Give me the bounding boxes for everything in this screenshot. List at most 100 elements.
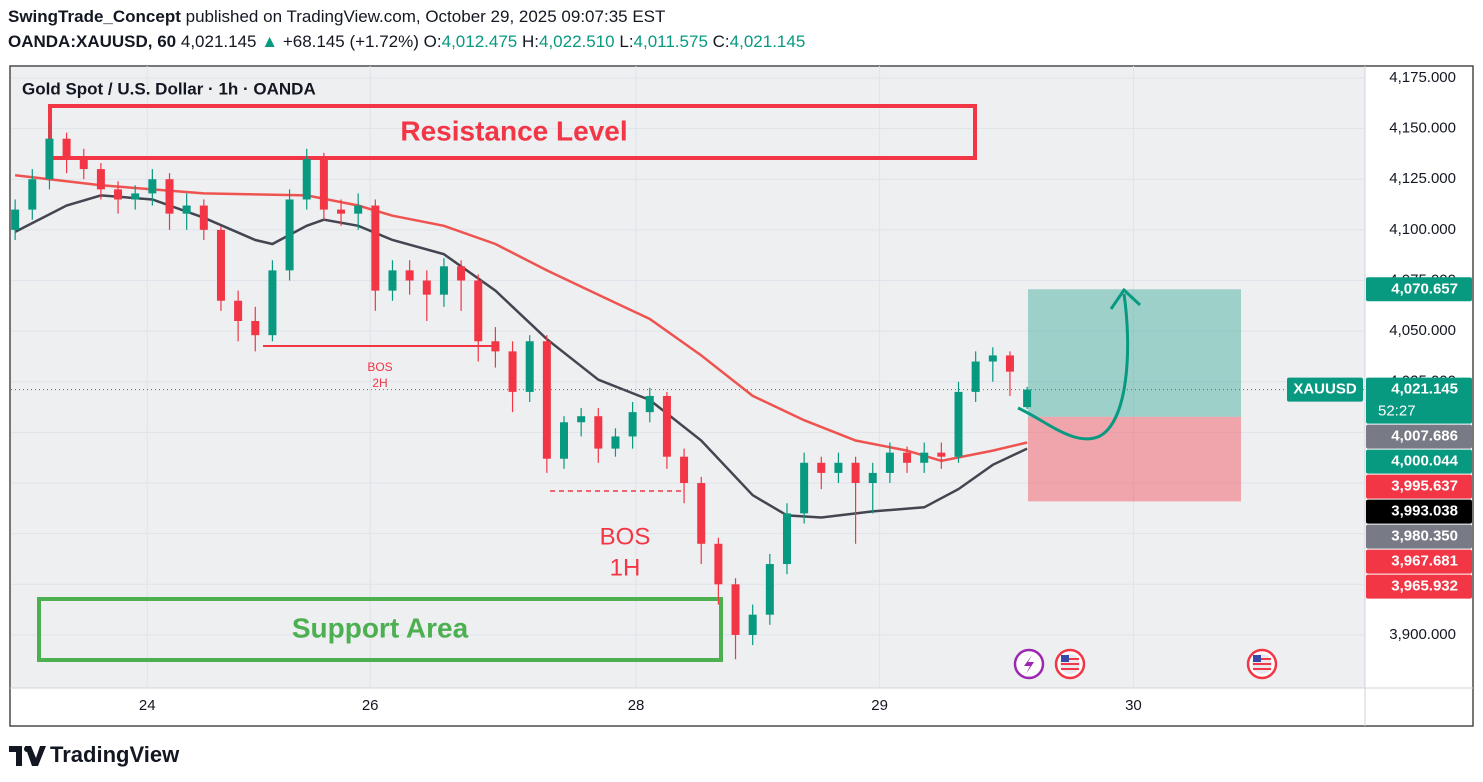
candle-body bbox=[542, 341, 551, 459]
candle-body bbox=[988, 355, 997, 362]
bos-2h-label: BOS bbox=[367, 360, 392, 374]
candle-body bbox=[234, 300, 243, 321]
price-label-box bbox=[1366, 499, 1472, 524]
price-label-box bbox=[1366, 424, 1472, 449]
price-label-box bbox=[1366, 377, 1472, 424]
last: 4,021.145 bbox=[181, 32, 257, 51]
candle-body bbox=[354, 205, 363, 214]
candle-body bbox=[439, 266, 448, 295]
candle-body bbox=[371, 205, 380, 291]
candle-body bbox=[491, 341, 500, 352]
symbol-line: OANDA:XAUUSD, 60 4,021.145 ▲ +68.145 (+1… bbox=[8, 32, 805, 51]
candle-body bbox=[560, 422, 569, 459]
candle-body bbox=[268, 270, 277, 336]
candle-body bbox=[131, 193, 140, 200]
brand: TradingView bbox=[9, 742, 180, 767]
candle-body bbox=[1023, 389, 1032, 408]
chart-title: Gold Spot / U.S. Dollar · 1h · OANDA bbox=[22, 79, 316, 98]
candle-body bbox=[422, 280, 431, 295]
candle-body bbox=[302, 158, 311, 200]
price-timer: 52:27 bbox=[1378, 403, 1416, 420]
y-tick-label: 4,175.000 bbox=[1389, 69, 1456, 86]
price-label-box bbox=[1366, 449, 1472, 474]
candle-body bbox=[594, 416, 603, 449]
h-label: H: bbox=[522, 32, 539, 51]
arrow-head bbox=[1109, 287, 1142, 310]
price-label: 3,967.681 bbox=[1391, 553, 1458, 570]
candle-body bbox=[11, 209, 20, 230]
symbol-label: XAUUSD bbox=[1293, 381, 1357, 398]
overlay bbox=[1013, 287, 1278, 680]
candle-body bbox=[79, 158, 88, 170]
author: SwingTrade_Concept bbox=[8, 7, 181, 26]
support-label: Support Area bbox=[292, 612, 469, 643]
resistance-label: Resistance Level bbox=[400, 115, 627, 146]
candle-body bbox=[216, 229, 225, 301]
candle-body bbox=[714, 543, 723, 585]
y-tick-label: 4,050.000 bbox=[1389, 322, 1456, 339]
candle-body bbox=[285, 199, 294, 271]
price-label: 4,000.044 bbox=[1391, 453, 1458, 470]
price-label-box bbox=[1366, 549, 1472, 574]
brand-name: TradingView bbox=[50, 742, 180, 767]
candle-body bbox=[680, 456, 689, 484]
candle-body bbox=[114, 189, 123, 200]
flag-canton bbox=[1061, 655, 1069, 662]
target-zone bbox=[1028, 289, 1241, 417]
candle-body bbox=[388, 270, 397, 291]
o-label: O: bbox=[424, 32, 442, 51]
price-label: 3,965.932 bbox=[1391, 578, 1458, 595]
x-tick-label: 29 bbox=[871, 697, 888, 714]
candle-body bbox=[319, 158, 328, 210]
symbol: OANDA:XAUUSD, 60 bbox=[8, 32, 176, 51]
l-label: L: bbox=[619, 32, 633, 51]
position bbox=[1028, 289, 1241, 502]
price-label: 3,980.350 bbox=[1391, 528, 1458, 545]
candle-body bbox=[165, 179, 174, 214]
candle-body bbox=[474, 280, 483, 342]
series bbox=[11, 124, 1365, 660]
candle-body bbox=[337, 209, 346, 214]
candle-body bbox=[868, 472, 877, 484]
price-label: 3,995.637 bbox=[1391, 478, 1458, 495]
flag-canton bbox=[1253, 655, 1261, 662]
price-label: 4,021.145 bbox=[1391, 381, 1458, 398]
projection-arrow bbox=[1017, 293, 1130, 441]
change: +68.145 (+1.72%) bbox=[283, 32, 419, 51]
c-label: C: bbox=[713, 32, 730, 51]
price-label-box bbox=[1366, 524, 1472, 549]
candle-body bbox=[834, 462, 843, 473]
candle-body bbox=[199, 205, 208, 230]
candle-body bbox=[182, 205, 191, 214]
price-label: 3,993.038 bbox=[1391, 503, 1458, 520]
candle-body bbox=[148, 179, 157, 194]
candle-body bbox=[611, 436, 620, 449]
c-value: 4,021.145 bbox=[730, 32, 806, 51]
candle-body bbox=[251, 320, 260, 336]
x-tick-label: 26 bbox=[362, 697, 379, 714]
candle-body bbox=[697, 483, 706, 544]
candle-body bbox=[1005, 355, 1014, 372]
candle-body bbox=[937, 452, 946, 457]
candle-body bbox=[457, 266, 466, 281]
candle-body bbox=[903, 452, 912, 463]
candle-body bbox=[971, 361, 980, 392]
y-tick-label: 4,100.000 bbox=[1389, 221, 1456, 238]
price-label-box bbox=[1366, 474, 1472, 499]
x-tick-label: 30 bbox=[1125, 697, 1142, 714]
candle-body bbox=[851, 462, 860, 484]
candle-body bbox=[817, 462, 826, 473]
candle-body bbox=[62, 138, 71, 159]
support-box bbox=[37, 597, 723, 662]
h-value: 4,022.510 bbox=[539, 32, 615, 51]
candle-body bbox=[662, 395, 671, 457]
candle-body bbox=[645, 395, 654, 413]
candle-body bbox=[28, 179, 37, 210]
bos-1h-label: 1H bbox=[610, 554, 641, 581]
price-label-box bbox=[1366, 574, 1472, 599]
price-label: 4,007.686 bbox=[1391, 428, 1458, 445]
header-line: SwingTrade_Concept published on TradingV… bbox=[8, 7, 665, 26]
bos-2h-label: 2H bbox=[372, 376, 387, 390]
symbol-label-box bbox=[1287, 377, 1363, 402]
